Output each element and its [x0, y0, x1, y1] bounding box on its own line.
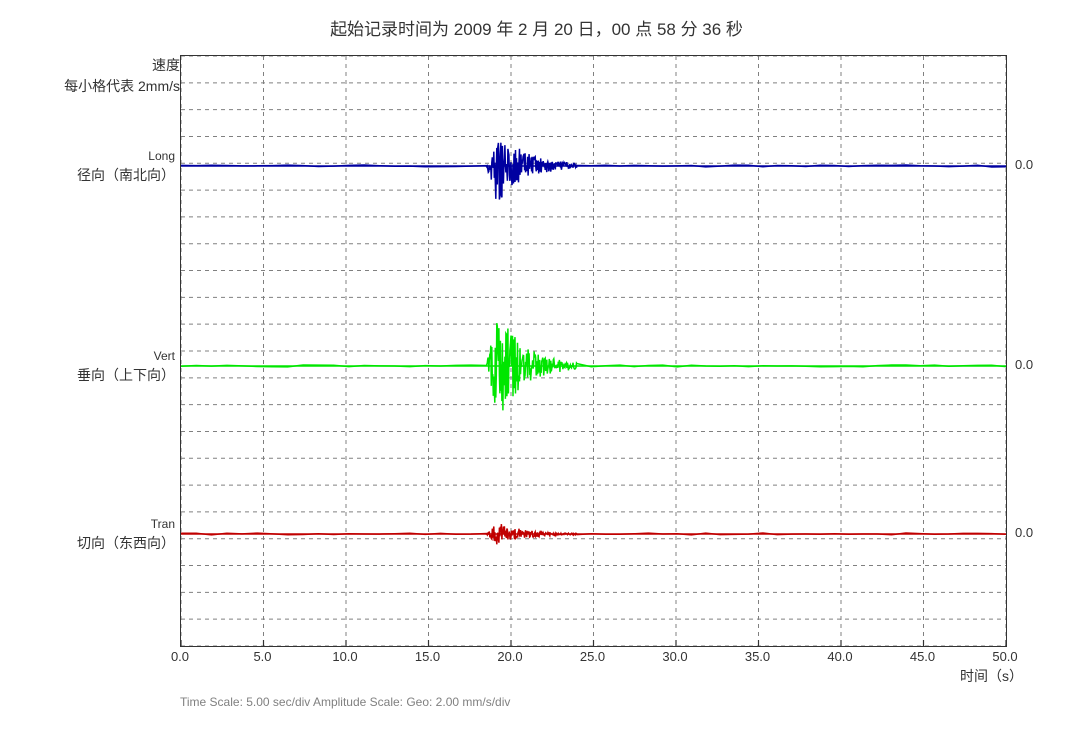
- channel-label-main-tran: 切向（东西向）: [77, 535, 175, 551]
- right-value-long: 0.0: [1015, 157, 1055, 172]
- x-tick-label: 50.0: [987, 649, 1023, 664]
- chart-svg: [181, 56, 1006, 646]
- y-axis-label-block: 速度 每小格代表 2mm/s: [0, 55, 180, 97]
- channel-label-vert: Vert 垂向（上下向）: [0, 349, 175, 385]
- y-axis-label-line1: 速度: [0, 55, 180, 76]
- right-value-vert: 0.0: [1015, 357, 1055, 372]
- x-tick-label: 20.0: [492, 649, 528, 664]
- x-tick-label: 0.0: [162, 649, 198, 664]
- footer-scale-text: Time Scale: 5.00 sec/div Amplitude Scale…: [180, 695, 510, 709]
- grid: [181, 56, 1006, 646]
- x-tick-marks: [181, 640, 1006, 646]
- chart-title: 起始记录时间为 2009 年 2 月 20 日，00 点 58 分 36 秒: [0, 15, 1073, 40]
- channel-label-main-long: 径向（南北向）: [77, 167, 175, 183]
- channel-label-tran: Tran 切向（东西向）: [0, 517, 175, 553]
- x-tick-label: 10.0: [327, 649, 363, 664]
- channel-label-main-vert: 垂向（上下向）: [77, 367, 175, 383]
- x-tick-label: 35.0: [740, 649, 776, 664]
- x-tick-label: 25.0: [575, 649, 611, 664]
- channel-label-small-vert: Vert: [0, 349, 175, 363]
- x-tick-label: 30.0: [657, 649, 693, 664]
- x-axis-label: 时间（s）: [960, 666, 1023, 686]
- x-tick-label: 15.0: [410, 649, 446, 664]
- x-tick-label: 40.0: [822, 649, 858, 664]
- x-tick-label: 5.0: [245, 649, 281, 664]
- channel-label-long: Long 径向（南北向）: [0, 149, 175, 185]
- channel-label-small-tran: Tran: [0, 517, 175, 531]
- channel-label-small-long: Long: [0, 149, 175, 163]
- x-tick-label: 45.0: [905, 649, 941, 664]
- right-value-tran: 0.0: [1015, 525, 1055, 540]
- chart-area: [180, 55, 1007, 647]
- y-axis-label-line2: 每小格代表 2mm/s: [0, 76, 180, 97]
- chart-page: 起始记录时间为 2009 年 2 月 20 日，00 点 58 分 36 秒 速…: [0, 0, 1073, 739]
- waveform-tran: [181, 524, 1006, 544]
